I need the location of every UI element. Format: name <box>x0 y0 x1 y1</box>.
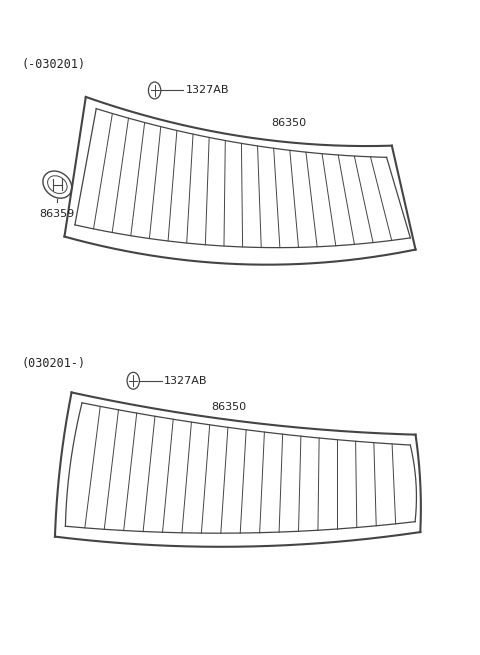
Text: 1327AB: 1327AB <box>185 85 229 96</box>
Text: 86350: 86350 <box>212 402 247 412</box>
Text: 86359: 86359 <box>40 210 75 219</box>
Text: (030201-): (030201-) <box>22 357 86 369</box>
Text: 1327AB: 1327AB <box>164 376 207 386</box>
Text: 86350: 86350 <box>271 118 306 128</box>
Text: (-030201): (-030201) <box>22 58 86 71</box>
